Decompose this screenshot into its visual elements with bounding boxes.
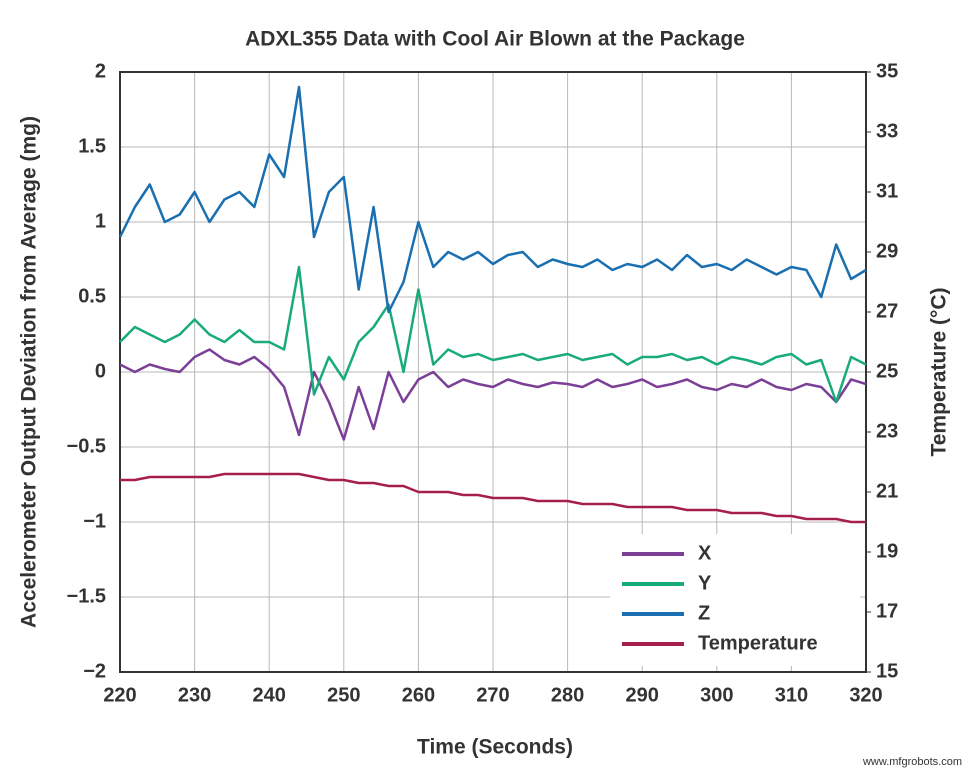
legend-label: Z <box>698 602 710 624</box>
y2-tick-label: 35 <box>876 60 898 82</box>
x-tick-label: 230 <box>178 684 211 706</box>
chart-title: ADXL355 Data with Cool Air Blown at the … <box>245 28 745 51</box>
y2-tick-label: 23 <box>876 420 898 442</box>
y-tick-label: 1 <box>95 210 106 232</box>
watermark: www.mfgrobots.com <box>862 756 962 768</box>
x-tick-label: 240 <box>253 684 286 706</box>
series-line <box>118 85 867 314</box>
y2-axis-label: Temperature (°C) <box>928 287 951 456</box>
legend-label: Temperature <box>698 632 818 654</box>
y2-tick-label: 21 <box>876 480 898 502</box>
legend-label: Y <box>698 572 712 594</box>
x-tick-label: 250 <box>327 684 360 706</box>
x-axis-label: Time (Seconds) <box>417 736 573 759</box>
x-tick-label: 270 <box>476 684 509 706</box>
y-tick-label: −1.5 <box>67 585 106 607</box>
legend-label: X <box>698 542 712 564</box>
x-tick-label: 280 <box>551 684 584 706</box>
y-tick-label: 2 <box>95 60 106 82</box>
x-tick-label: 290 <box>626 684 659 706</box>
y-tick-label: 0 <box>95 360 106 382</box>
y2-tick-label: 25 <box>876 360 898 382</box>
y2-tick-label: 27 <box>876 300 898 322</box>
x-tick-label: 300 <box>700 684 733 706</box>
y-tick-label: −0.5 <box>67 435 106 457</box>
y2-tick-label: 17 <box>876 600 898 622</box>
y2-tick-label: 33 <box>876 120 898 142</box>
series-line <box>119 348 867 441</box>
y-tick-label: −2 <box>83 660 106 682</box>
x-tick-label: 260 <box>402 684 435 706</box>
y2-tick-label: 15 <box>876 660 898 682</box>
y-axis-label: Accelerometer Output Deviation from Aver… <box>18 116 41 628</box>
y-tick-label: −1 <box>83 510 106 532</box>
x-tick-label: 320 <box>849 684 882 706</box>
y2-tick-label: 29 <box>876 240 898 262</box>
y2-tick-label: 31 <box>876 180 898 202</box>
y2-tick-label: 19 <box>876 540 898 562</box>
series-line <box>120 472 866 524</box>
y-tick-label: 0.5 <box>78 285 106 307</box>
series-line <box>119 265 867 404</box>
x-tick-label: 220 <box>103 684 136 706</box>
x-tick-label: 310 <box>775 684 808 706</box>
y-tick-label: 1.5 <box>78 135 106 157</box>
plot-frame <box>119 71 867 673</box>
